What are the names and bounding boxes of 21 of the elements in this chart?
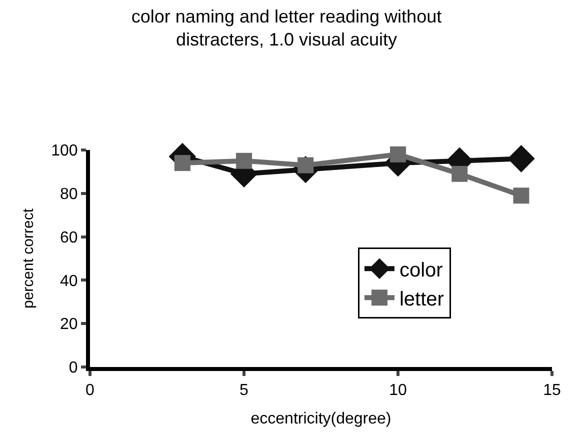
x-tick-label: 5 bbox=[240, 382, 249, 400]
point bbox=[452, 166, 468, 182]
y-tick-label: 0 bbox=[68, 360, 78, 377]
y-tick-label: 60 bbox=[60, 229, 78, 246]
point bbox=[236, 152, 252, 169]
point bbox=[508, 145, 535, 172]
legend-label: color bbox=[399, 259, 444, 282]
y-tick-label: 40 bbox=[60, 272, 78, 290]
x-axis-title: eccentricity(degree) bbox=[250, 410, 392, 428]
y-tick-label: 20 bbox=[60, 316, 78, 334]
x-tick-label: 15 bbox=[543, 382, 561, 400]
y-tick-label: 100 bbox=[51, 142, 78, 160]
y-tick-label: 80 bbox=[60, 186, 78, 203]
x-tick-label: 10 bbox=[389, 382, 407, 400]
y-axis-title: percent correct bbox=[20, 208, 37, 309]
legend-label: letter bbox=[399, 288, 444, 310]
chart-title: color naming and letter reading without distracters, 1.0 visual acuity bbox=[131, 6, 442, 50]
point bbox=[513, 188, 530, 204]
point bbox=[390, 146, 406, 162]
point bbox=[174, 155, 190, 172]
x-tick-label: 0 bbox=[86, 382, 95, 400]
